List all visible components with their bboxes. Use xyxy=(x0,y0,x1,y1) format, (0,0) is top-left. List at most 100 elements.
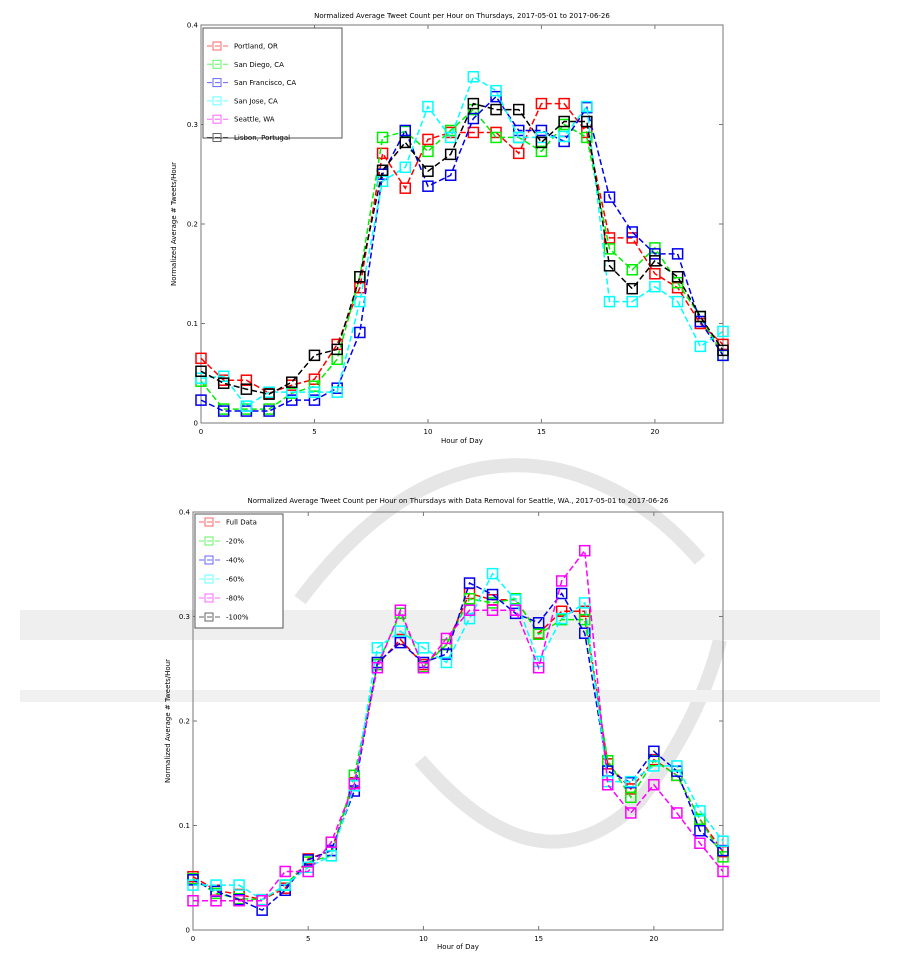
data-point xyxy=(240,400,253,412)
data-point xyxy=(578,627,591,639)
series--60- xyxy=(187,567,729,906)
series-san-diego-ca xyxy=(195,103,729,415)
data-point xyxy=(512,147,525,160)
data-point xyxy=(486,567,499,580)
legend-item: Lisbon, Portugal xyxy=(207,133,290,142)
data-point xyxy=(490,131,502,144)
data-point xyxy=(233,894,245,907)
data-point xyxy=(217,377,230,389)
legend-marker xyxy=(204,574,214,584)
legend-marker xyxy=(204,593,214,603)
data-point xyxy=(555,612,568,625)
legend-item: San Jose, CA xyxy=(207,96,278,106)
data-point xyxy=(394,625,407,637)
data-point xyxy=(671,295,684,308)
data-point xyxy=(217,405,230,417)
data-point xyxy=(256,894,268,907)
data-point xyxy=(671,270,684,283)
legend-item: -60% xyxy=(199,574,244,584)
x-tick-label: 20 xyxy=(650,428,659,436)
data-point xyxy=(210,879,222,891)
legend-box xyxy=(194,513,284,629)
chart-1: Normalized Average Tweet Count per Hour … xyxy=(170,12,729,445)
x-tick-label: 5 xyxy=(306,935,310,943)
y-tick-label: 0.2 xyxy=(187,221,198,229)
x-tick-label: 15 xyxy=(537,428,546,436)
data-point xyxy=(308,394,321,406)
y-tick-label: 0 xyxy=(194,420,198,428)
data-point xyxy=(394,636,407,649)
data-point xyxy=(649,268,661,280)
data-point xyxy=(626,295,638,308)
data-point xyxy=(394,604,407,616)
data-point xyxy=(578,613,591,626)
data-point xyxy=(195,352,207,365)
data-point xyxy=(325,836,338,848)
series-lisbon-portugal xyxy=(195,97,729,400)
y-tick-label: 0.4 xyxy=(179,509,191,517)
data-point xyxy=(532,617,545,629)
data-point xyxy=(512,131,525,144)
series-line xyxy=(192,597,724,901)
legend-item: -80% xyxy=(199,593,244,603)
x-axis-label: Hour of Day xyxy=(437,943,479,951)
chart-title: Normalized Average Tweet Count per Hour … xyxy=(314,12,610,20)
chart-title: Normalized Average Tweet Count per Hour … xyxy=(247,497,669,505)
data-point xyxy=(187,894,199,907)
x-axis-label: Hour of Day xyxy=(441,437,483,445)
data-point xyxy=(694,837,706,850)
data-point xyxy=(417,661,430,674)
series-line xyxy=(200,95,724,412)
legend-label: -20% xyxy=(226,538,244,546)
data-point xyxy=(717,835,729,847)
data-point xyxy=(626,226,638,238)
x-tick-label: 0 xyxy=(199,428,203,436)
data-point xyxy=(490,103,502,116)
data-point xyxy=(603,295,616,308)
data-point xyxy=(331,386,343,398)
watermark-logo xyxy=(294,458,727,849)
data-point xyxy=(717,865,729,878)
data-point xyxy=(422,180,434,192)
legend-label: Seattle, WA xyxy=(234,116,275,124)
watermark-band-thin xyxy=(20,690,880,702)
data-point xyxy=(399,182,412,194)
data-point xyxy=(417,642,430,654)
data-point xyxy=(286,376,298,388)
y-tick-label: 0.4 xyxy=(187,22,199,30)
data-point xyxy=(195,365,207,378)
data-point xyxy=(602,778,614,791)
legend-label: Lisbon, Portugal xyxy=(234,134,290,142)
data-point xyxy=(376,147,389,160)
series-line xyxy=(193,572,724,901)
legend-item: San Diego, CA xyxy=(207,59,284,69)
data-point xyxy=(463,604,476,616)
data-point xyxy=(694,310,707,323)
data-point xyxy=(694,805,706,817)
data-point xyxy=(286,394,298,406)
data-point xyxy=(331,343,343,356)
data-point xyxy=(581,100,593,113)
data-point xyxy=(555,575,568,587)
legend-item: Seattle, WA xyxy=(207,114,275,124)
legend-label: -100% xyxy=(226,614,249,622)
legend-marker xyxy=(212,96,222,106)
legend-label: Portland, OR xyxy=(234,43,278,51)
data-point xyxy=(376,164,389,177)
data-point xyxy=(308,380,321,392)
legend-marker xyxy=(204,612,214,622)
data-point xyxy=(263,405,275,417)
legend-marker xyxy=(212,114,222,124)
legend-label: -40% xyxy=(226,557,244,565)
data-point xyxy=(279,865,291,878)
data-point xyxy=(648,745,660,758)
series-line xyxy=(200,102,724,395)
data-point xyxy=(463,612,476,625)
series--80- xyxy=(187,544,729,907)
data-point xyxy=(444,169,457,181)
data-point xyxy=(648,760,660,772)
data-point xyxy=(210,894,222,907)
legend-label: -80% xyxy=(226,595,244,603)
data-point xyxy=(354,270,366,283)
